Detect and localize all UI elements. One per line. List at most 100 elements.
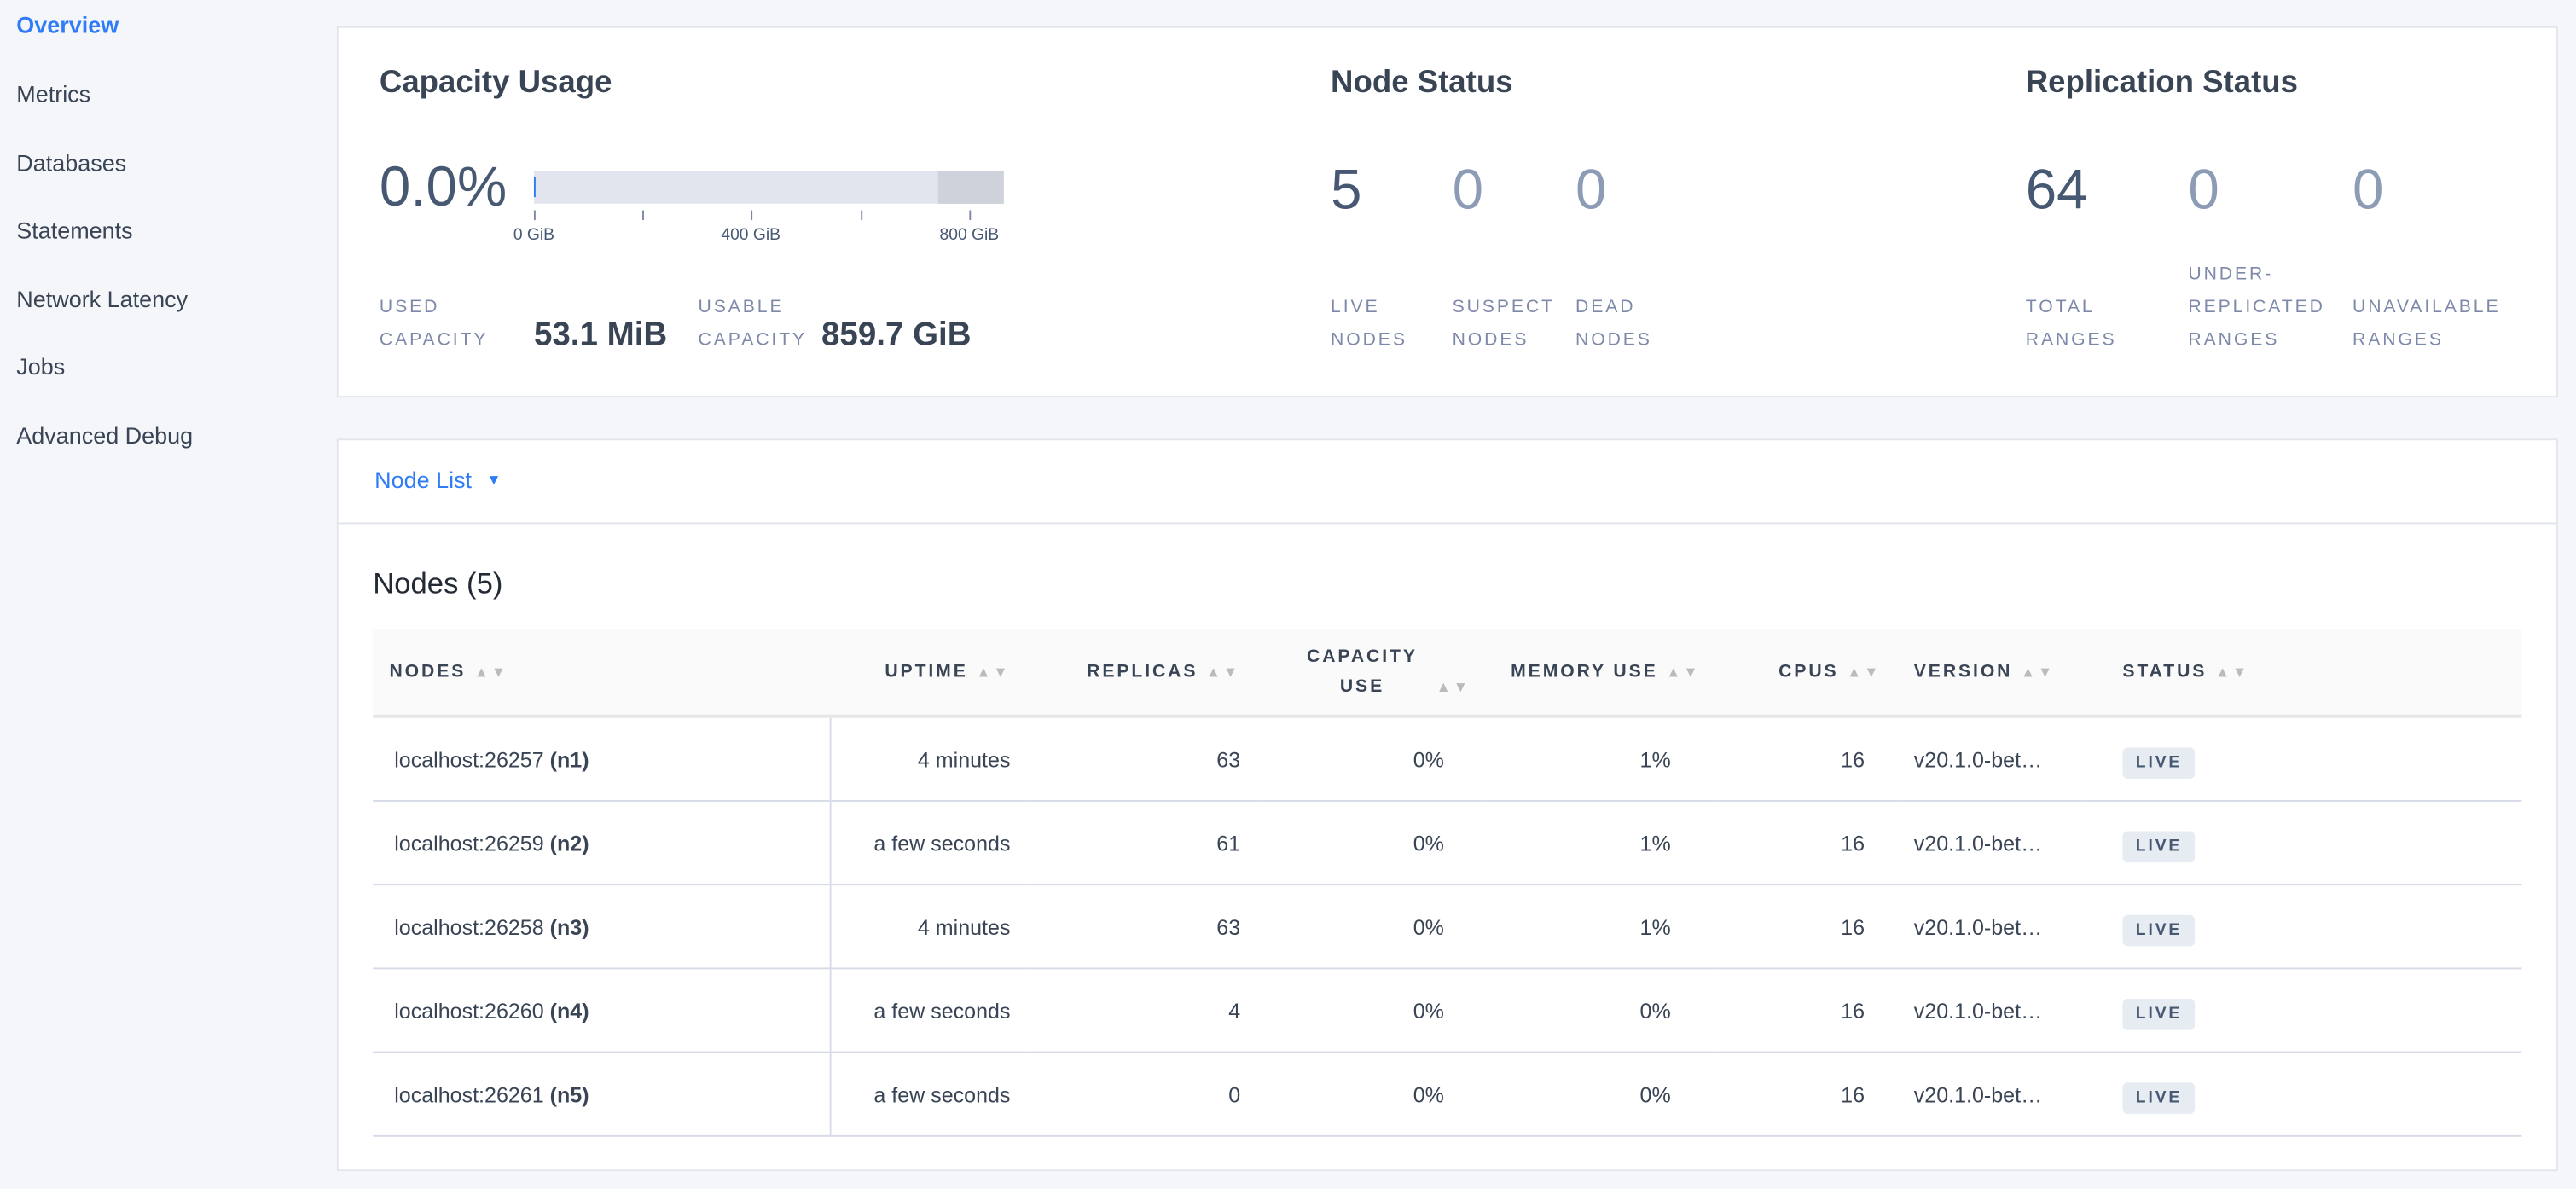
- table-row: localhost:26260 (n4) a few seconds 4 0% …: [373, 968, 2522, 1053]
- table-row: localhost:26259 (n2) a few seconds 61 0%…: [373, 800, 2522, 886]
- status-cell: LIVE: [2086, 1052, 2522, 1137]
- usable-capacity-value: 859.7 GiB: [821, 316, 972, 354]
- tick: [751, 210, 753, 221]
- capacity-cell: 0%: [1256, 884, 1488, 970]
- replicas-cell: 63: [1026, 716, 1257, 802]
- node-cell[interactable]: localhost:26261 (n5): [373, 1052, 831, 1137]
- capacity-bar-reserved: [937, 171, 1004, 204]
- under-replicated-label: UNDER- REPLICATED RANGES: [2188, 264, 2325, 351]
- node-cell[interactable]: localhost:26258 (n3): [373, 884, 831, 970]
- capacity-cell: 0%: [1256, 716, 1488, 802]
- nodes-heading: Nodes (5): [373, 566, 503, 600]
- col-capacity-use[interactable]: CAPACITY USE ▲▼: [1256, 629, 1488, 718]
- node-list-dropdown[interactable]: Node List ▼: [374, 466, 502, 493]
- tick: [533, 210, 536, 221]
- total-ranges-label: TOTAL RANGES: [2025, 297, 2117, 351]
- status-cell: LIVE: [2086, 716, 2522, 802]
- sort-icon: ▲▼: [1666, 664, 1701, 681]
- col-nodes[interactable]: NODES ▲▼: [373, 629, 830, 718]
- sidebar-item-jobs[interactable]: Jobs: [16, 353, 66, 380]
- col-memory-use[interactable]: MEMORY USE ▲▼: [1487, 629, 1717, 718]
- node-cell[interactable]: localhost:26260 (n4): [373, 968, 831, 1053]
- replicas-cell: 4: [1026, 968, 1257, 1053]
- memory-cell: 1%: [1487, 716, 1717, 802]
- replicas-cell: 61: [1026, 800, 1257, 886]
- sort-icon: ▲▼: [976, 664, 1011, 681]
- capacity-cell: 0%: [1256, 800, 1488, 886]
- status-cell: LIVE: [2086, 884, 2522, 970]
- node-cell[interactable]: localhost:26259 (n2): [373, 800, 831, 886]
- cpus-cell: 16: [1716, 716, 1898, 802]
- uptime-cell: 4 minutes: [829, 716, 1027, 802]
- col-status[interactable]: STATUS ▲▼: [2086, 629, 2522, 718]
- sort-icon: ▲▼: [1206, 664, 1241, 681]
- sort-icon: ▲▼: [1436, 678, 1471, 695]
- table-row: localhost:26258 (n3) 4 minutes 63 0% 1% …: [373, 884, 2522, 970]
- status-badge: LIVE: [2122, 1082, 2196, 1113]
- sidebar-item-statements[interactable]: Statements: [16, 217, 133, 244]
- capacity-cell: 0%: [1256, 968, 1488, 1053]
- sort-icon: ▲▼: [473, 664, 509, 681]
- version-cell: v20.1.0-bet…: [1897, 800, 2087, 886]
- capacity-percent: 0.0%: [379, 155, 508, 219]
- nodes-table: NODES ▲▼ UPTIME ▲▼ REPLICAS ▲▼ CAPACITY USE…: [373, 629, 2522, 1137]
- sidebar-item-metrics[interactable]: Metrics: [16, 80, 91, 107]
- summary-card: [336, 26, 2558, 398]
- status-badge: LIVE: [2122, 914, 2196, 946]
- cpus-cell: 16: [1716, 968, 1898, 1053]
- uptime-cell: a few seconds: [829, 1052, 1027, 1137]
- version-cell: v20.1.0-bet…: [1897, 968, 2087, 1053]
- capacity-bar-used: [533, 177, 536, 198]
- tick-label: 800 GiB: [939, 226, 1000, 245]
- table-row: localhost:26261 (n5) a few seconds 0 0% …: [373, 1052, 2522, 1137]
- sort-icon: ▲▼: [1847, 664, 1882, 681]
- status-cell: LIVE: [2086, 968, 2522, 1053]
- replicas-cell: 63: [1026, 884, 1257, 970]
- unavailable-ranges-count: 0: [2353, 159, 2384, 223]
- node-cell[interactable]: localhost:26257 (n1): [373, 716, 831, 802]
- sidebar-item-network-latency[interactable]: Network Latency: [16, 286, 189, 312]
- sidebar-item-overview[interactable]: Overview: [16, 11, 119, 38]
- cpus-cell: 16: [1716, 800, 1898, 886]
- sidebar-item-databases[interactable]: Databases: [16, 149, 127, 177]
- tick: [969, 210, 972, 221]
- capacity-cell: 0%: [1256, 1052, 1488, 1137]
- memory-cell: 1%: [1487, 884, 1717, 970]
- dead-nodes-count: 0: [1575, 159, 1607, 223]
- tick-label: 400 GiB: [721, 226, 780, 245]
- capacity-bar: [533, 171, 1004, 204]
- under-replicated-count: 0: [2188, 159, 2219, 223]
- col-cpus[interactable]: CPUS ▲▼: [1716, 629, 1898, 718]
- status-badge: LIVE: [2122, 746, 2196, 778]
- cpus-cell: 16: [1716, 1052, 1898, 1137]
- sidebar-item-advanced-debug[interactable]: Advanced Debug: [16, 421, 194, 449]
- suspect-nodes-label: SUSPECT NODES: [1452, 297, 1555, 351]
- col-replicas[interactable]: REPLICAS ▲▼: [1026, 629, 1257, 718]
- sort-icon: ▲▼: [2021, 664, 2056, 681]
- node-list-bar: [336, 438, 2558, 525]
- suspect-nodes-count: 0: [1452, 159, 1484, 223]
- used-capacity-label: USED CAPACITY: [379, 297, 489, 351]
- dead-nodes-label: DEAD NODES: [1575, 297, 1652, 351]
- col-uptime[interactable]: UPTIME ▲▼: [829, 629, 1027, 718]
- caret-down-icon: ▼: [486, 471, 502, 489]
- tick: [861, 210, 863, 221]
- replication-title: Replication Status: [2025, 66, 2298, 101]
- col-version[interactable]: VERSION ▲▼: [1897, 629, 2087, 718]
- capacity-title: Capacity Usage: [379, 66, 612, 101]
- memory-cell: 0%: [1487, 968, 1717, 1053]
- status-badge: LIVE: [2122, 998, 2196, 1030]
- replicas-cell: 0: [1026, 1052, 1257, 1137]
- memory-cell: 0%: [1487, 1052, 1717, 1137]
- version-cell: v20.1.0-bet…: [1897, 1052, 2087, 1137]
- memory-cell: 1%: [1487, 800, 1717, 886]
- uptime-cell: 4 minutes: [829, 884, 1027, 970]
- uptime-cell: a few seconds: [829, 968, 1027, 1053]
- tick-label: 0 GiB: [513, 226, 555, 245]
- node-status-title: Node Status: [1331, 66, 1513, 101]
- tick: [642, 210, 644, 221]
- usable-capacity-label: USABLE CAPACITY: [698, 297, 808, 351]
- table-row: localhost:26257 (n1) 4 minutes 63 0% 1% …: [373, 716, 2522, 802]
- used-capacity-value: 53.1 MiB: [533, 316, 668, 354]
- status-cell: LIVE: [2086, 800, 2522, 886]
